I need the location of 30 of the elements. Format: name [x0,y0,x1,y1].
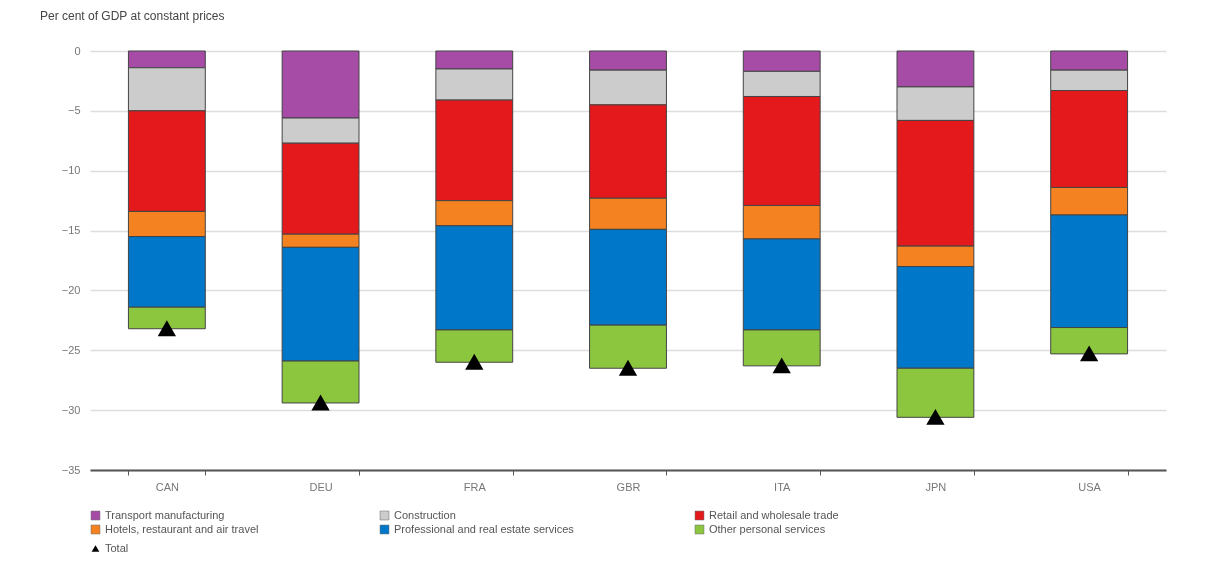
point [927,409,944,425]
x-tick-label: FRA [463,480,487,493]
legend-label: Hotels, restaurant and air travel [105,522,259,535]
x-tick-label: CAN [155,480,180,493]
legend-label: Retail and wholesale trade [709,508,839,521]
point [773,358,791,374]
x-tick-label: DEU [309,480,333,493]
legend-label: Total [105,541,129,554]
point [312,395,329,411]
x-tick-label: GBR [616,480,641,493]
y-tick-label: −30 [61,403,81,416]
y-tick-label: −35 [61,463,81,476]
x-tick-label: ITA [774,480,792,493]
point [465,354,483,370]
legend-label: Other personal services [709,522,826,535]
y-tick-label: −5 [67,104,81,117]
y-tick-label: 0 [74,44,81,57]
point [619,360,637,376]
y-tick-label: −25 [61,343,81,356]
legend-label: Construction [394,508,456,521]
point [158,321,176,337]
y-tick-label: −15 [61,224,81,237]
x-tick-label: JPN [925,480,947,493]
y-axis-title: Per cent of GDP at constant prices [40,9,225,23]
legend-label: Transport manufacturing [105,508,225,521]
point [1080,346,1098,362]
legend-label: Professional and real estate services [394,522,575,535]
y-tick-label: −10 [61,164,81,177]
y-tick-label: −20 [61,283,81,296]
x-tick-label: USA [1078,480,1102,493]
